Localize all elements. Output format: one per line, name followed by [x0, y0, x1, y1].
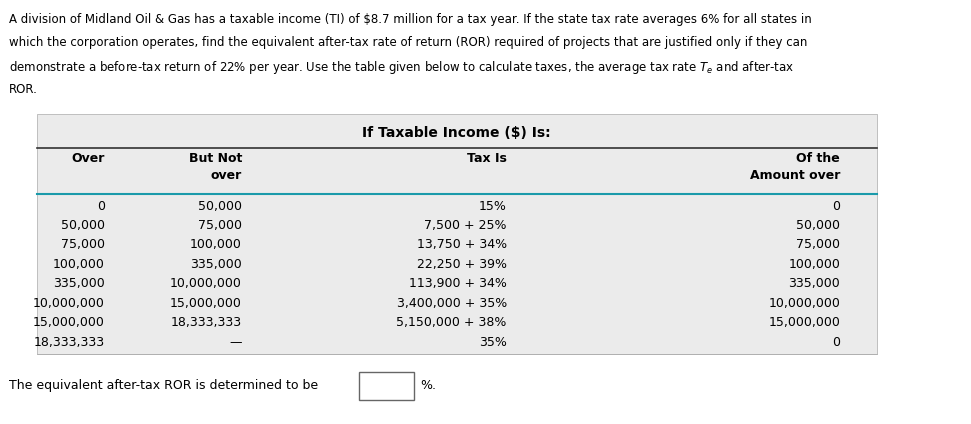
Text: Tax Is: Tax Is — [467, 152, 507, 165]
Text: 15,000,000: 15,000,000 — [170, 297, 242, 310]
Text: 15,000,000: 15,000,000 — [33, 316, 105, 329]
Text: 50,000: 50,000 — [61, 219, 105, 232]
Text: 75,000: 75,000 — [198, 219, 242, 232]
Text: 0: 0 — [832, 336, 840, 349]
Text: 13,750 + 34%: 13,750 + 34% — [417, 238, 507, 251]
Text: 100,000: 100,000 — [788, 258, 840, 271]
Text: 0: 0 — [97, 200, 105, 212]
Text: %.: %. — [420, 379, 436, 392]
Text: If Taxable Income ($) Is:: If Taxable Income ($) Is: — [362, 126, 551, 140]
Text: demonstrate a before-tax return of 22% per year. Use the table given below to ca: demonstrate a before-tax return of 22% p… — [9, 59, 794, 76]
FancyBboxPatch shape — [359, 372, 414, 399]
Text: 335,000: 335,000 — [788, 277, 840, 290]
Text: Of the
Amount over: Of the Amount over — [750, 152, 840, 182]
Text: 15%: 15% — [479, 200, 507, 212]
Text: 10,000,000: 10,000,000 — [33, 297, 105, 310]
Text: 18,333,333: 18,333,333 — [171, 316, 242, 329]
Text: 10,000,000: 10,000,000 — [768, 297, 840, 310]
Text: ROR.: ROR. — [9, 83, 38, 96]
Text: 50,000: 50,000 — [796, 219, 840, 232]
Text: 50,000: 50,000 — [198, 200, 242, 212]
Text: 10,000,000: 10,000,000 — [170, 277, 242, 290]
Text: Over: Over — [72, 152, 105, 165]
Text: A division of Midland Oil & Gas has a taxable income (TI) of $8.7 million for a : A division of Midland Oil & Gas has a ta… — [9, 13, 812, 26]
Text: 0: 0 — [832, 200, 840, 212]
Text: The equivalent after-tax ROR is determined to be: The equivalent after-tax ROR is determin… — [9, 379, 318, 392]
Text: 18,333,333: 18,333,333 — [34, 336, 105, 349]
Text: —: — — [229, 336, 242, 349]
Text: 3,400,000 + 35%: 3,400,000 + 35% — [396, 297, 507, 310]
FancyBboxPatch shape — [37, 114, 877, 354]
Text: 35%: 35% — [479, 336, 507, 349]
Text: which the corporation operates, find the equivalent after-tax rate of return (RO: which the corporation operates, find the… — [9, 36, 808, 49]
Text: 7,500 + 25%: 7,500 + 25% — [424, 219, 507, 232]
Text: 113,900 + 34%: 113,900 + 34% — [409, 277, 507, 290]
Text: 100,000: 100,000 — [53, 258, 105, 271]
Text: 75,000: 75,000 — [796, 238, 840, 251]
Text: 100,000: 100,000 — [190, 238, 242, 251]
Text: 75,000: 75,000 — [61, 238, 105, 251]
Text: 335,000: 335,000 — [53, 277, 105, 290]
Text: But Not
over: But Not over — [188, 152, 242, 182]
Text: 15,000,000: 15,000,000 — [768, 316, 840, 329]
Text: 22,250 + 39%: 22,250 + 39% — [417, 258, 507, 271]
Text: 335,000: 335,000 — [190, 258, 242, 271]
Text: 5,150,000 + 38%: 5,150,000 + 38% — [396, 316, 507, 329]
